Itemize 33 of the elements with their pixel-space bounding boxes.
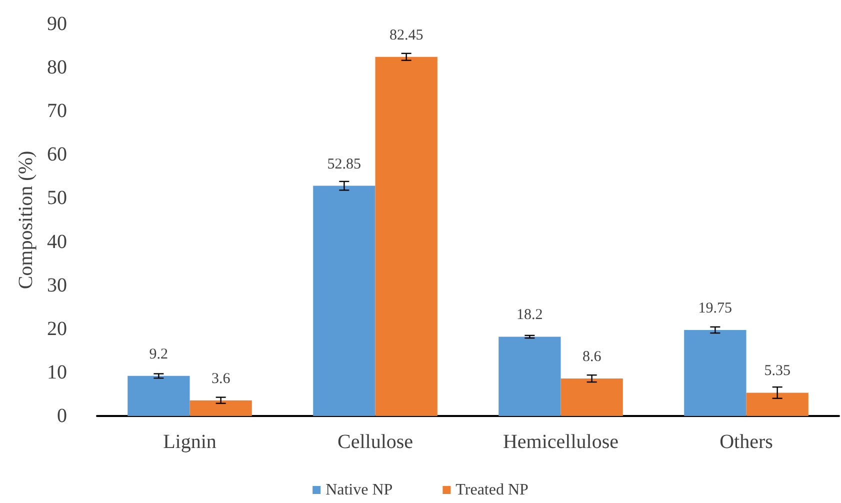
bar bbox=[190, 400, 252, 416]
y-tick-label: 80 bbox=[47, 56, 67, 79]
data-label: 9.2 bbox=[149, 346, 168, 362]
bar bbox=[375, 56, 438, 416]
x-tick-label: Hemicellulose bbox=[502, 431, 619, 453]
bar bbox=[684, 330, 746, 416]
y-tick-label: 70 bbox=[47, 100, 67, 122]
y-tick-label: 0 bbox=[57, 405, 67, 427]
y-tick-label: 50 bbox=[47, 187, 67, 210]
y-tick-label: 90 bbox=[47, 13, 67, 35]
data-label: 52.85 bbox=[327, 156, 362, 172]
y-axis-title: Composition (%) bbox=[15, 150, 38, 290]
x-tick-label: Lignin bbox=[163, 431, 216, 453]
bar bbox=[128, 376, 190, 416]
y-tick-label: 60 bbox=[47, 144, 67, 166]
data-label: 8.6 bbox=[582, 349, 602, 366]
bar bbox=[560, 378, 623, 416]
y-tick-label: 10 bbox=[47, 361, 67, 384]
data-label: 3.6 bbox=[211, 370, 231, 387]
data-label: 82.45 bbox=[389, 27, 424, 44]
bar bbox=[313, 186, 376, 416]
bar bbox=[498, 336, 561, 416]
x-tick-label: Others bbox=[720, 431, 774, 453]
data-label: 5.35 bbox=[764, 363, 790, 380]
x-tick-label: Cellulose bbox=[337, 431, 414, 453]
y-tick-label: 30 bbox=[47, 274, 67, 296]
y-tick-label: 20 bbox=[47, 318, 67, 340]
y-tick-label: 40 bbox=[47, 230, 67, 253]
legend-label: Native NP bbox=[326, 482, 393, 498]
legend-label: Treated NP bbox=[456, 482, 529, 498]
bar bbox=[746, 392, 808, 416]
data-label: 18.2 bbox=[516, 307, 543, 324]
data-label: 19.75 bbox=[698, 300, 732, 316]
